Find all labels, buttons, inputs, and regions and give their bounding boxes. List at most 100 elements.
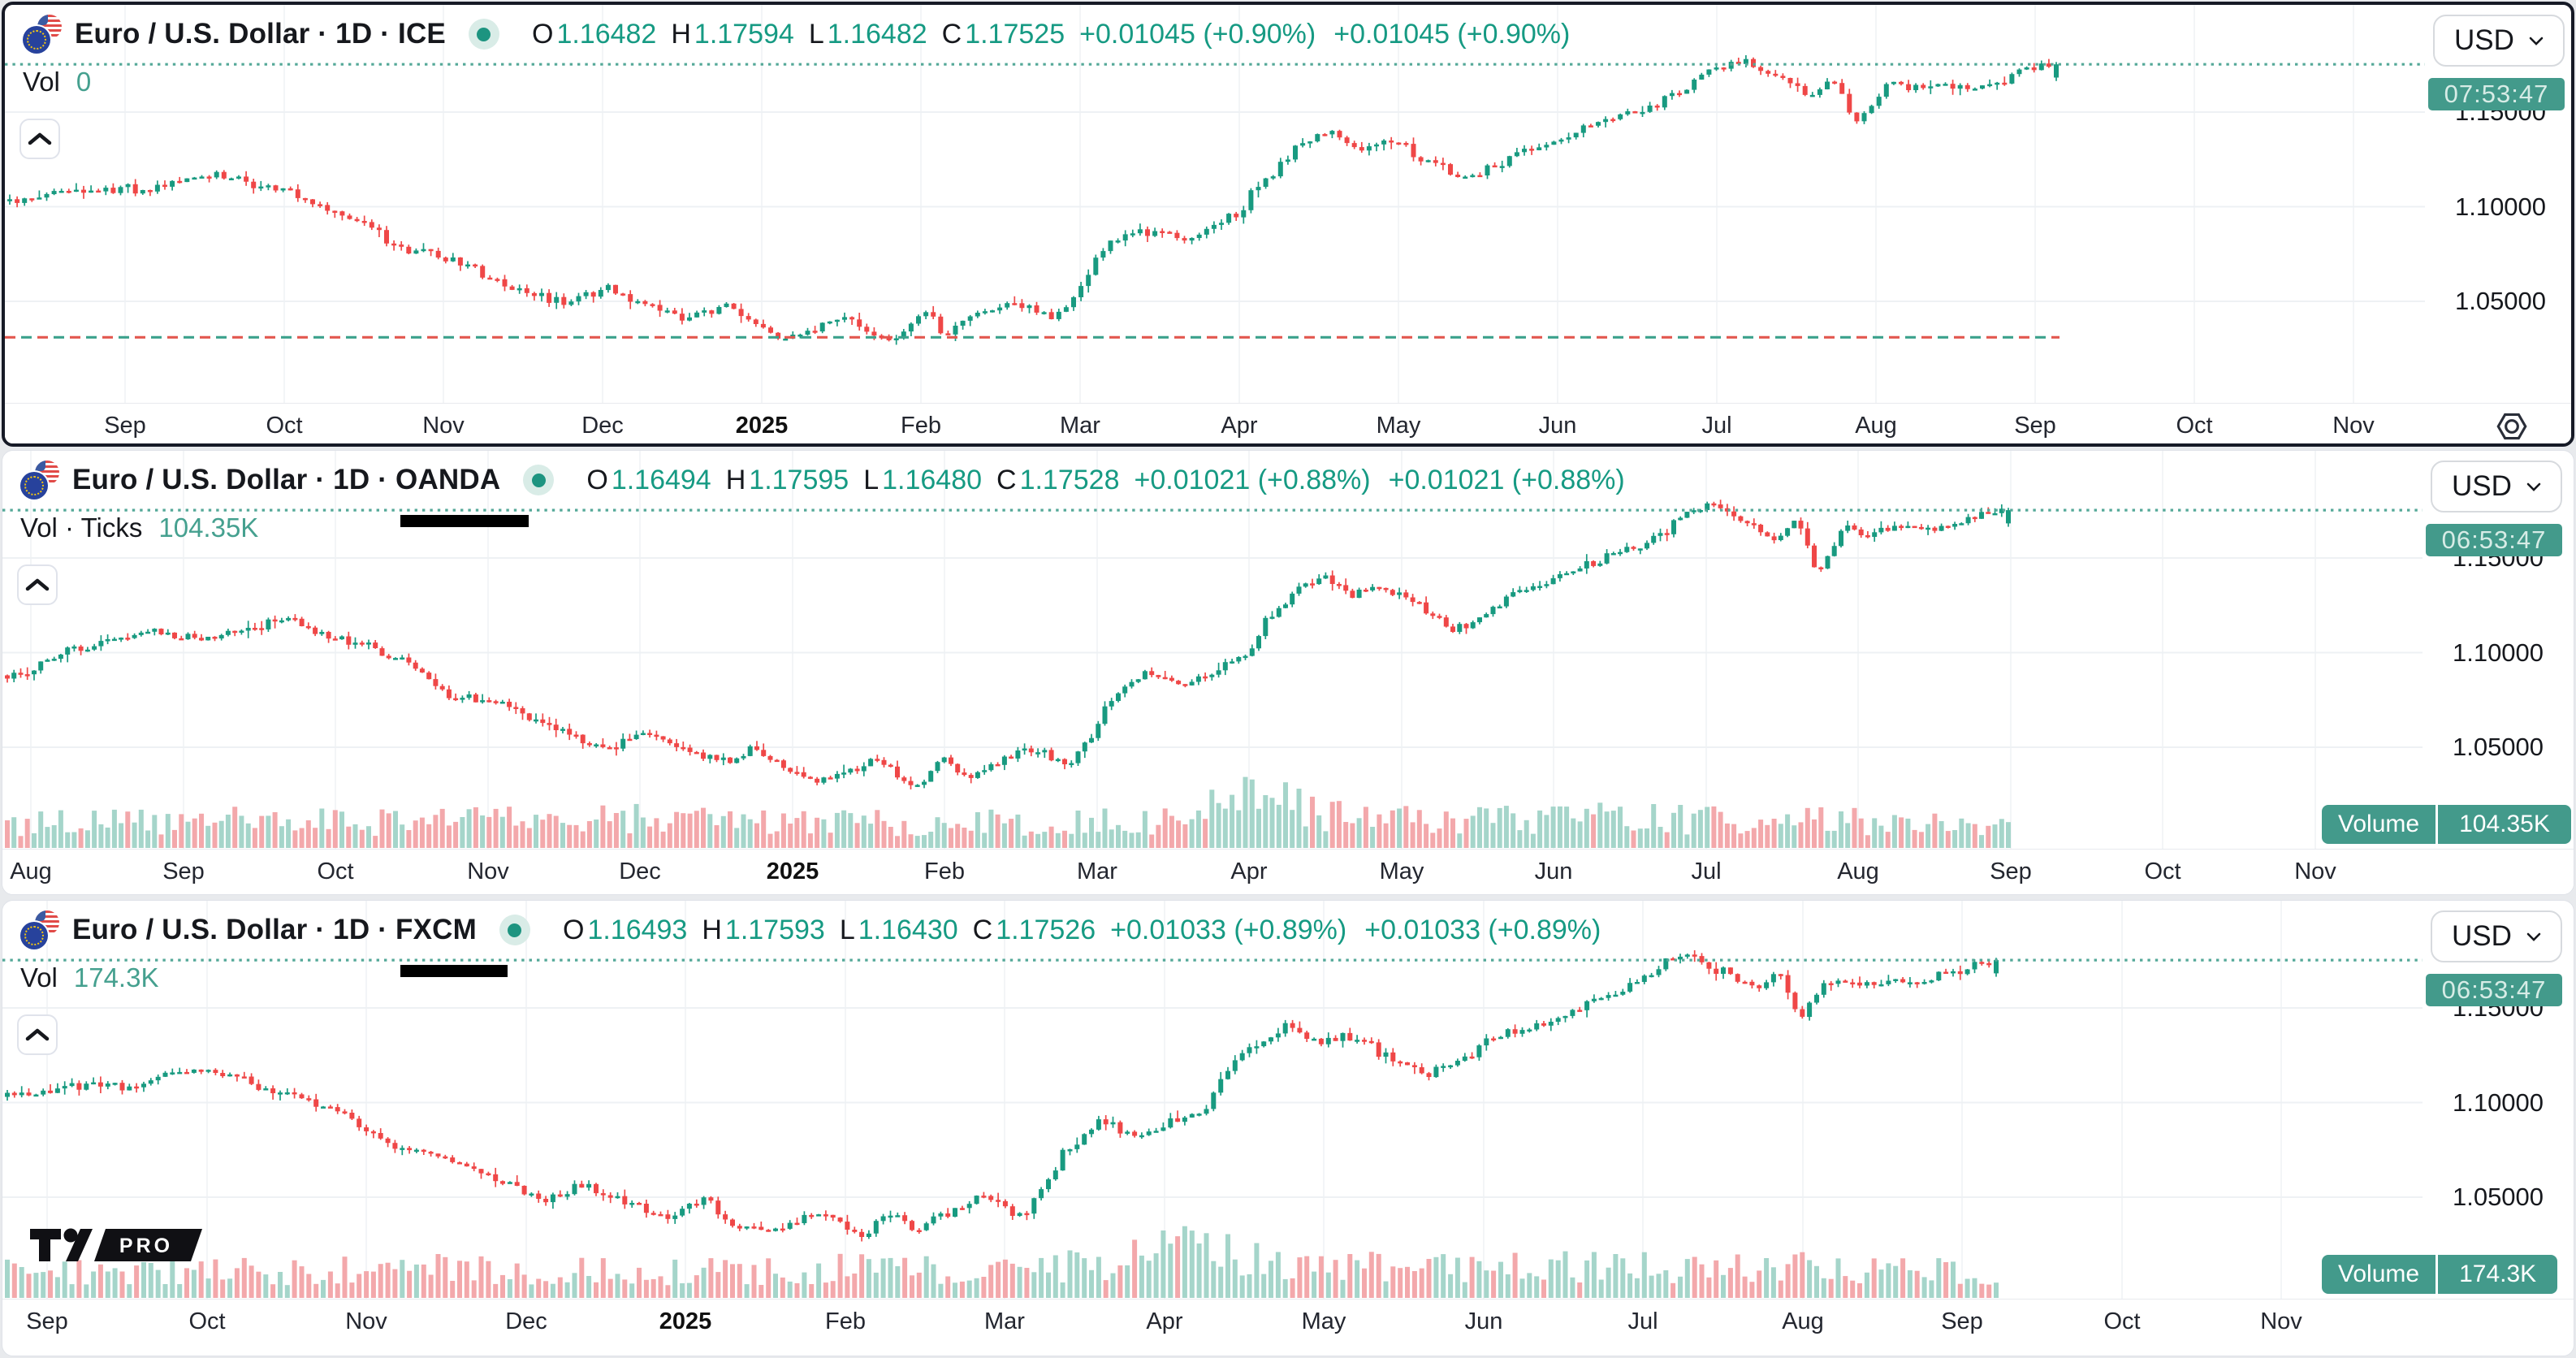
- price-axis-label: 1.05000: [2452, 1183, 2544, 1211]
- time-axis-label: Sep: [1990, 858, 2032, 884]
- time-axis-label: Jun: [1534, 858, 1573, 884]
- time-axis-label: Apr: [1146, 1308, 1183, 1334]
- collapse-pane-button[interactable]: [17, 564, 58, 605]
- eu-us-flag-icon: [20, 461, 59, 500]
- time-axis-label: Aug: [10, 858, 52, 884]
- price-axis[interactable]: 1.15000 1.10000 1.05000: [2425, 5, 2571, 403]
- tradingview-pro-logo[interactable]: PRO: [30, 1227, 204, 1269]
- time-axis-label: Feb: [901, 413, 941, 439]
- time-axis-label: Jul: [1627, 1308, 1658, 1334]
- bar-countdown-badge[interactable]: 06:53:47: [2426, 524, 2562, 556]
- redaction-bar: [400, 965, 508, 977]
- time-axis-label: Apr: [1221, 413, 1258, 439]
- time-axis-label: Dec: [619, 858, 661, 884]
- time-axis-label: Oct: [2176, 413, 2213, 439]
- volume-legend: Vol 0: [23, 67, 92, 97]
- time-axis-label: 2025: [766, 858, 819, 884]
- time-axis[interactable]: Aug Sep Oct Nov Dec 2025 Feb Mar Apr May Jun Jul Aug…: [2, 849, 2574, 893]
- time-axis-label: Nov: [422, 413, 465, 439]
- symbol-title[interactable]: Euro / U.S. Dollar · 1D · ICE: [75, 18, 446, 50]
- status-dot-icon: [468, 19, 499, 50]
- symbol-title[interactable]: Euro / U.S. Dollar · 1D · OANDA: [72, 464, 501, 495]
- time-axis-label: Mar: [1060, 413, 1100, 439]
- ohlc-values: O 1.16482 H 1.17594 L 1.16482 C 1.17525 +0.0…: [531, 18, 1571, 50]
- gear-icon[interactable]: [2493, 408, 2531, 443]
- svg-text:PRO: PRO: [119, 1235, 173, 1257]
- price-axis-label: 1.05000: [2454, 287, 2547, 315]
- time-axis[interactable]: Sep Oct Nov Dec 2025 Feb Mar Apr May Jun Jul Aug Sep…: [2, 1299, 2574, 1343]
- chart-panel-ice: Sep Oct Nov Dec 2025 Feb Mar Apr May Jun Jul Aug Sep…: [2, 2, 2574, 447]
- chevron-up-icon: [25, 578, 50, 591]
- chart-header: Euro / U.S. Dollar · 1D · ICE O 1.16482 H…: [23, 15, 1588, 54]
- change-value: +0.01021 (+0.88%): [1134, 464, 1371, 495]
- time-axis-label: Dec: [581, 413, 624, 439]
- time-axis-label: Nov: [2294, 858, 2336, 884]
- chart-header: Euro / U.S. Dollar · 1D · FXCM O 1.16493 …: [20, 910, 1619, 949]
- redaction-bar: [400, 515, 529, 527]
- time-axis-label: 2025: [735, 413, 789, 439]
- change-value-2: +0.01045 (+0.90%): [1333, 18, 1571, 50]
- status-dot-icon: [523, 465, 555, 495]
- time-axis-label: Sep: [162, 858, 205, 884]
- time-axis-label: Sep: [2014, 413, 2056, 439]
- eu-us-flag-icon: [20, 910, 59, 949]
- currency-dropdown[interactable]: USD: [2431, 461, 2562, 512]
- time-axis-label: May: [1301, 1308, 1346, 1334]
- time-axis-label: Feb: [924, 858, 965, 884]
- change-value: +0.01045 (+0.90%): [1079, 18, 1316, 50]
- time-axis-label: Nov: [345, 1308, 387, 1334]
- time-axis-label: Oct: [266, 413, 303, 439]
- time-axis-label: Oct: [2144, 858, 2181, 884]
- time-axis-label: Sep: [26, 1308, 68, 1334]
- ohlc-values: O 1.16494 H 1.17595 L 1.16480 C 1.17528 +0.0…: [586, 464, 1625, 495]
- time-axis-label: 2025: [659, 1308, 712, 1334]
- bar-countdown-badge[interactable]: 06:53:47: [2426, 974, 2562, 1006]
- eu-us-flag-icon: [23, 15, 62, 54]
- collapse-pane-button[interactable]: [17, 1014, 58, 1055]
- price-axis-label: 1.10000: [2452, 638, 2544, 667]
- change-value-2: +0.01033 (+0.89%): [1364, 914, 1601, 945]
- time-axis-label: May: [1376, 413, 1421, 439]
- chevron-down-icon: [2526, 932, 2541, 941]
- time-axis-label: Sep: [1941, 1308, 1983, 1334]
- change-value-2: +0.01021 (+0.88%): [1388, 464, 1625, 495]
- currency-dropdown[interactable]: USD: [2433, 15, 2565, 67]
- time-axis-label: May: [1379, 858, 1424, 884]
- time-axis-label: Dec: [505, 1308, 547, 1334]
- currency-dropdown[interactable]: USD: [2431, 910, 2562, 962]
- volume-indicator-badge: Volume 104.35K: [2322, 805, 2571, 844]
- time-axis-label: Nov: [467, 858, 509, 884]
- time-axis-label: Aug: [1837, 858, 1879, 884]
- chevron-up-icon: [28, 132, 52, 145]
- time-axis-label: Nov: [2332, 413, 2375, 439]
- time-axis[interactable]: Sep Oct Nov Dec 2025 Feb Mar Apr May Jun Jul Aug Sep…: [5, 403, 2571, 443]
- time-axis-label: Jun: [1538, 413, 1577, 439]
- change-value: +0.01033 (+0.89%): [1110, 914, 1347, 945]
- time-axis-label: Jul: [1691, 858, 1722, 884]
- collapse-pane-button[interactable]: [19, 119, 60, 159]
- symbol-title[interactable]: Euro / U.S. Dollar · 1D · FXCM: [72, 914, 477, 945]
- chevron-up-icon: [25, 1028, 50, 1041]
- time-axis-label: Jul: [1701, 413, 1732, 439]
- volume-legend: Vol 174.3K: [20, 962, 159, 993]
- time-axis-label: Oct: [2103, 1308, 2141, 1334]
- chevron-down-icon: [2529, 37, 2544, 45]
- price-axis-label: 1.10000: [2454, 192, 2547, 221]
- chart-panel-oanda: Aug Sep Oct Nov Dec 2025 Feb Mar Apr May Jun Jul Aug…: [2, 450, 2574, 895]
- price-axis[interactable]: 1.15000 1.10000 1.05000: [2423, 901, 2574, 1299]
- time-axis-label: Oct: [188, 1308, 226, 1334]
- time-axis-label: Jun: [1464, 1308, 1503, 1334]
- time-axis-label: Oct: [317, 858, 354, 884]
- chart-header: Euro / U.S. Dollar · 1D · OANDA O 1.16494…: [20, 461, 1643, 500]
- price-axis-label: 1.05000: [2452, 733, 2544, 761]
- time-axis-label: Mar: [984, 1308, 1025, 1334]
- candlestick-plot[interactable]: [2, 451, 2423, 849]
- time-axis-label: Aug: [1782, 1308, 1824, 1334]
- time-axis-label: Sep: [104, 413, 146, 439]
- volume-indicator-badge: Volume 174.3K: [2322, 1255, 2558, 1294]
- candlestick-plot[interactable]: [2, 901, 2423, 1299]
- time-axis-label: Aug: [1855, 413, 1897, 439]
- bar-countdown-badge[interactable]: 07:53:47: [2428, 78, 2565, 110]
- candlestick-plot[interactable]: [5, 5, 2425, 403]
- chevron-down-icon: [2526, 482, 2541, 491]
